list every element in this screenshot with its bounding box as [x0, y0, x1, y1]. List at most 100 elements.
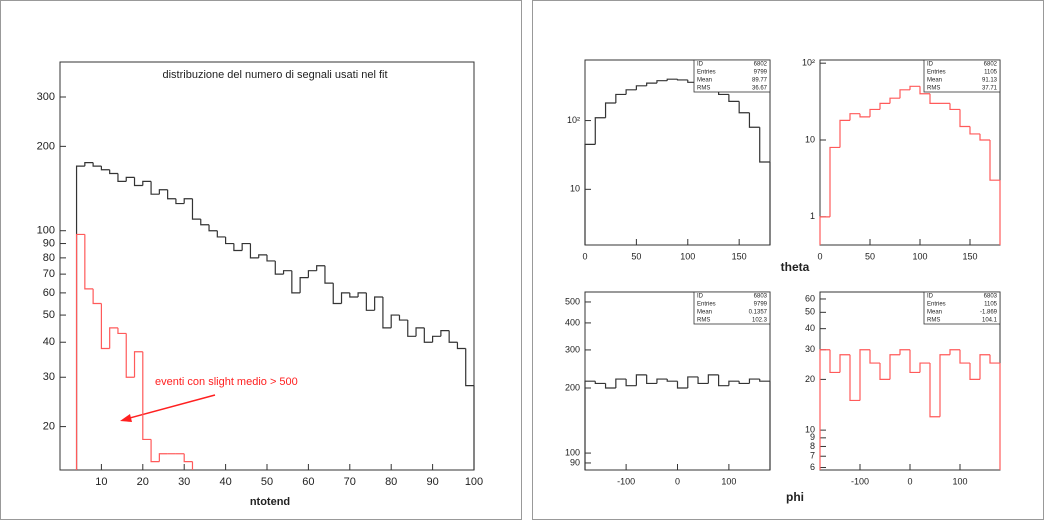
stats-label: RMS	[927, 86, 940, 92]
stats-label: ID	[697, 62, 704, 68]
histogram-bin	[646, 374, 657, 385]
histogram-bin	[299, 277, 309, 293]
y-tick-label: 70	[43, 268, 55, 280]
annotation-arrow	[125, 394, 216, 420]
histogram-bin	[697, 376, 709, 385]
row-label: phi	[786, 490, 804, 504]
histogram-bin	[84, 234, 94, 290]
y-tick-label: 500	[565, 296, 580, 306]
y-tick-label: 400	[565, 317, 580, 327]
histogram-bin	[849, 354, 860, 402]
stats-value: 9799	[754, 70, 768, 76]
histogram-bin	[448, 330, 458, 343]
y-tick-label: 200	[37, 140, 55, 152]
x-tick-label: 0	[675, 476, 680, 486]
x-tick-label: -100	[851, 476, 869, 486]
histogram-bin	[382, 297, 392, 329]
histogram-bin	[849, 113, 860, 121]
histogram-bin	[150, 181, 160, 195]
stats-label: ID	[697, 294, 704, 300]
histogram-bin	[969, 126, 980, 135]
histogram-bin	[676, 79, 688, 81]
histogram-bin	[183, 453, 193, 463]
histogram-bin	[909, 85, 920, 90]
histogram-bin	[625, 89, 637, 95]
histogram-bin	[829, 349, 840, 374]
histogram-bin	[316, 265, 325, 271]
stats-value: 89.77	[752, 78, 768, 84]
histogram-bin	[839, 354, 850, 373]
y-tick-label: 60	[43, 287, 55, 299]
histogram-bin	[738, 381, 750, 385]
histogram-bin	[707, 374, 719, 384]
histogram-bin	[829, 146, 840, 217]
x-tick-label: 90	[426, 476, 438, 488]
y-tick-label: 200	[565, 382, 580, 392]
histogram-bin	[100, 166, 110, 171]
histogram-bin	[594, 117, 606, 145]
histogram-bin	[125, 333, 135, 378]
histogram-bin	[869, 108, 880, 117]
histogram-bin	[584, 380, 596, 470]
histogram-bin	[75, 233, 85, 470]
x-tick-label: 60	[302, 476, 314, 488]
stats-label: Mean	[697, 78, 712, 84]
histogram-bin	[398, 315, 408, 321]
x-tick-label: 100	[721, 476, 736, 486]
histogram-bin	[92, 162, 102, 167]
stats-value: 6803	[984, 294, 998, 300]
histogram-bin	[656, 378, 668, 384]
histogram-bin	[859, 349, 870, 401]
y-tick-label: 80	[43, 252, 55, 264]
x-tick-label: 0	[817, 251, 822, 261]
stats-label: Entries	[927, 302, 946, 308]
histogram-bin	[340, 292, 350, 304]
y-tick-label: 300	[37, 91, 55, 103]
histogram-bin	[307, 270, 317, 278]
histogram-bin	[889, 97, 900, 104]
histogram-bin	[949, 103, 960, 111]
plot-frame	[59, 61, 475, 471]
histogram-bin	[949, 349, 960, 355]
x-tick-label: 100	[912, 251, 927, 261]
histogram-bin	[423, 327, 433, 343]
histogram-bin	[666, 78, 678, 81]
y-tick-label: 40	[43, 336, 55, 348]
histogram-bin	[728, 94, 740, 102]
x-tick-label: 0	[907, 476, 912, 486]
histogram-bin	[117, 173, 127, 182]
stats-value: 1105	[984, 70, 998, 76]
histogram-bin	[819, 349, 830, 470]
histogram-bin	[191, 198, 201, 220]
x-tick-label: 50	[865, 251, 875, 261]
histogram-bin	[989, 354, 1000, 364]
histogram-bin	[208, 224, 218, 232]
x-tick-label: 50	[261, 476, 273, 488]
stats-label: Entries	[697, 302, 716, 308]
x-tick-label: 80	[385, 476, 397, 488]
histogram-bin	[748, 378, 760, 384]
stats-label: Mean	[927, 78, 942, 84]
x-tick-label: 150	[962, 251, 977, 261]
stats-label: Mean	[697, 310, 712, 316]
y-tick-label: 10	[805, 134, 815, 144]
histogram-bin	[604, 102, 616, 118]
histogram-bin	[869, 349, 880, 364]
y-tick-label: 10	[805, 425, 815, 435]
main-labels: distribuzione del numero di segnali usat…	[155, 69, 388, 508]
histogram-bin	[92, 288, 102, 305]
chart-title: distribuzione del numero di segnali usat…	[162, 69, 387, 81]
histogram-bin	[879, 363, 890, 380]
y-tick-label: 6	[810, 462, 815, 472]
stats-label: ID	[927, 294, 934, 300]
stats-label: Entries	[697, 70, 716, 76]
histogram-bin	[167, 189, 176, 200]
y-tick-label: 60	[805, 293, 815, 303]
histogram-bin	[349, 292, 359, 298]
row-label: theta	[781, 260, 810, 274]
stats-value: 9799	[754, 302, 768, 308]
histogram-bin	[879, 102, 890, 110]
histogram-bin	[432, 335, 441, 343]
histogram-bin	[216, 230, 226, 238]
